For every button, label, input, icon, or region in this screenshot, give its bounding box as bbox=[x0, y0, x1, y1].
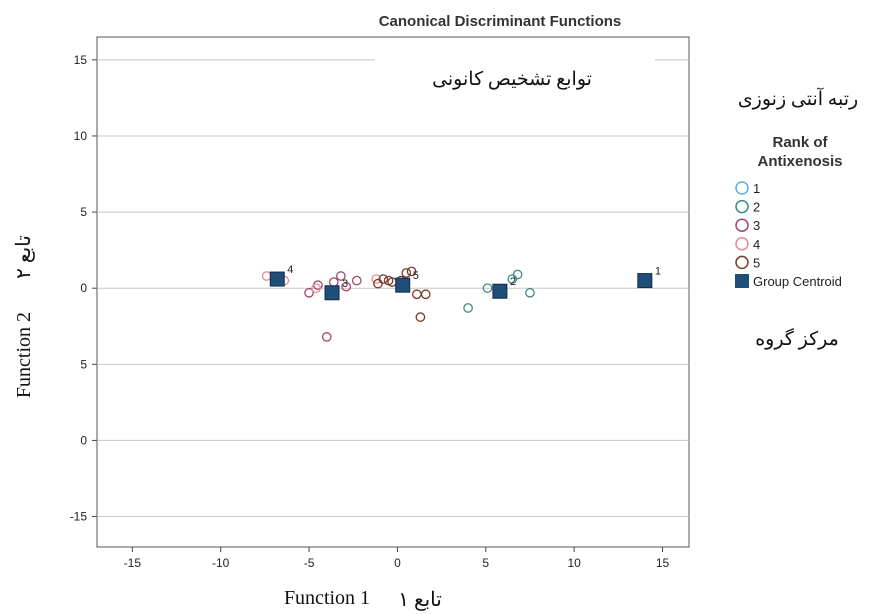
overlay-title-background bbox=[375, 48, 655, 96]
legend-marker bbox=[735, 218, 749, 232]
y-tick-label: 10 bbox=[74, 129, 88, 143]
overlay-title: توابع تشخیص کانونی bbox=[432, 69, 592, 90]
y-tick-label: -15 bbox=[70, 510, 88, 524]
x-tick-label: 0 bbox=[394, 556, 401, 570]
x-tick-label: 5 bbox=[482, 556, 489, 570]
data-point-rank-3 bbox=[321, 332, 332, 342]
data-point-rank-5 bbox=[383, 275, 394, 286]
legend-label: 5 bbox=[753, 255, 760, 270]
data-point-rank-3 bbox=[341, 281, 352, 292]
legend-label: 3 bbox=[753, 218, 760, 233]
x-axis-label: Function 1 bbox=[284, 587, 370, 609]
x-axis-label-alt: تابع ۱ bbox=[398, 589, 442, 611]
data-point-rank-2 bbox=[463, 303, 473, 313]
centroid-marker-4 bbox=[269, 271, 285, 287]
legend-entry-group-centroid: Group Centroid bbox=[735, 274, 842, 289]
data-point-rank-5 bbox=[406, 266, 417, 277]
data-point-rank-5 bbox=[415, 312, 426, 322]
y-tick-label: 0 bbox=[80, 281, 87, 295]
legend-title-line-2: Antixenosis bbox=[757, 153, 842, 170]
plot-area bbox=[96, 36, 690, 548]
legend-entry-2: 2 bbox=[735, 199, 760, 215]
y-axis-label-alt: تابع ۲ bbox=[13, 235, 35, 279]
centroid-marker-3 bbox=[324, 285, 340, 301]
y-axis-label: Function 2 bbox=[13, 312, 35, 398]
x-tick-label: 10 bbox=[567, 556, 581, 570]
data-point-rank-3 bbox=[351, 275, 362, 286]
legend: 1 2 3 4 5 Group Centroid bbox=[735, 181, 842, 289]
x-tick-label: -5 bbox=[304, 556, 315, 570]
legend-marker bbox=[735, 274, 749, 288]
y-tick-label: 15 bbox=[74, 53, 88, 67]
data-points bbox=[261, 266, 535, 342]
group-centroids: 1 2 3 4 5 bbox=[269, 264, 661, 301]
data-point-rank-2 bbox=[507, 274, 518, 284]
centroid-label-3: 3 bbox=[342, 278, 348, 290]
x-tick-label: 15 bbox=[656, 556, 670, 570]
data-point-rank-2 bbox=[482, 283, 493, 294]
legend-marker bbox=[735, 255, 749, 270]
legend-title-line-1: Rank of bbox=[772, 134, 828, 151]
data-point-rank-3 bbox=[336, 271, 346, 281]
legend-label: 1 bbox=[753, 181, 760, 196]
centroid-label-4: 4 bbox=[287, 264, 293, 276]
centroid-marker-1 bbox=[637, 273, 653, 289]
legend-label: 2 bbox=[753, 200, 760, 215]
legend-alt-title: رتبه آنتی زنوزی bbox=[738, 87, 858, 110]
gridlines bbox=[97, 59, 689, 518]
centroid-label-5: 5 bbox=[413, 270, 419, 282]
legend-entry-4: 4 bbox=[735, 237, 760, 252]
data-point-rank-5 bbox=[420, 289, 431, 300]
x-tick-label: -15 bbox=[124, 556, 142, 570]
centroid-alt-label: مرکز گروه bbox=[755, 327, 839, 350]
y-tick-label: 0 bbox=[80, 433, 87, 447]
centroid-marker-5 bbox=[395, 277, 411, 293]
legend-entry-1: 1 bbox=[735, 181, 760, 196]
chart-title: Canonical Discriminant Functions bbox=[379, 13, 622, 30]
legend-marker bbox=[735, 181, 749, 195]
legend-marker bbox=[735, 199, 749, 214]
data-point-rank-5 bbox=[373, 278, 383, 289]
y-axis-ticks: 15 10 5 0 5 0 -15 bbox=[70, 53, 97, 524]
legend-entry-3: 3 bbox=[735, 218, 760, 233]
data-point-rank-5 bbox=[401, 268, 412, 278]
legend-label: Group Centroid bbox=[753, 274, 842, 289]
x-axis-ticks: -15 -10 -5 0 5 10 15 bbox=[124, 547, 670, 570]
data-point-rank-4 bbox=[311, 283, 321, 294]
centroid-label-1: 1 bbox=[655, 266, 661, 278]
data-point-rank-2 bbox=[525, 287, 535, 298]
centroid-marker-2 bbox=[492, 283, 508, 299]
centroid-label-2: 2 bbox=[510, 276, 516, 288]
y-tick-label: 5 bbox=[80, 357, 87, 371]
x-tick-label: -10 bbox=[212, 556, 230, 570]
legend-label: 4 bbox=[753, 237, 760, 252]
y-tick-label: 5 bbox=[80, 205, 87, 219]
legend-entry-5: 5 bbox=[735, 255, 760, 270]
data-point-rank-4 bbox=[371, 274, 382, 284]
legend-marker bbox=[735, 237, 749, 251]
data-point-rank-3 bbox=[304, 287, 314, 298]
